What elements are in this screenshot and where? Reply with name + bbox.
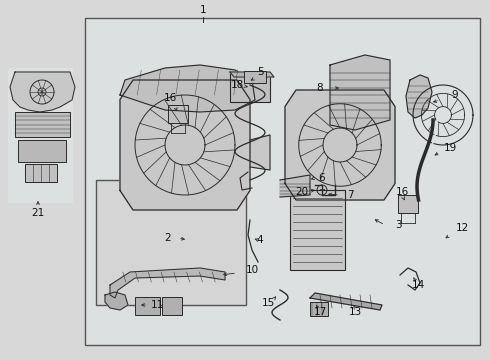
Text: 18: 18: [230, 80, 244, 90]
Bar: [244, 71, 266, 83]
Bar: [398, 195, 418, 213]
Text: 4: 4: [257, 235, 263, 245]
Bar: [310, 302, 328, 316]
Text: 13: 13: [348, 307, 362, 317]
Text: 19: 19: [443, 143, 457, 153]
Text: 15: 15: [261, 298, 274, 308]
Polygon shape: [310, 293, 382, 310]
Polygon shape: [330, 55, 390, 130]
Polygon shape: [105, 292, 128, 310]
Text: 3: 3: [394, 220, 401, 230]
Polygon shape: [250, 135, 270, 170]
Text: 17: 17: [314, 307, 327, 317]
Polygon shape: [120, 80, 250, 210]
Text: 6: 6: [318, 173, 325, 183]
Bar: [162, 297, 182, 315]
Polygon shape: [10, 72, 75, 112]
Text: 11: 11: [150, 300, 164, 310]
Bar: [15, 112, 70, 137]
Text: 10: 10: [245, 265, 259, 275]
Bar: [230, 72, 270, 102]
Text: 16: 16: [163, 93, 176, 103]
Bar: [168, 105, 188, 123]
Polygon shape: [230, 72, 274, 77]
Polygon shape: [285, 90, 395, 200]
Text: 16: 16: [395, 187, 409, 197]
Polygon shape: [120, 65, 255, 112]
Polygon shape: [406, 75, 432, 118]
Bar: [96, 180, 246, 305]
Text: 12: 12: [455, 223, 468, 233]
Text: 1: 1: [200, 5, 206, 15]
Polygon shape: [280, 175, 310, 197]
Bar: [8, 68, 73, 203]
Bar: [25, 164, 57, 182]
Bar: [85, 18, 480, 345]
Text: 20: 20: [295, 187, 309, 197]
Polygon shape: [110, 268, 225, 298]
Text: 9: 9: [452, 90, 458, 100]
Bar: [135, 297, 160, 315]
Text: 8: 8: [317, 83, 323, 93]
Text: 14: 14: [412, 280, 425, 290]
Bar: [290, 190, 345, 270]
Bar: [18, 140, 66, 162]
Text: 5: 5: [257, 67, 263, 77]
Text: +: +: [318, 185, 325, 194]
Text: 2: 2: [165, 233, 172, 243]
Text: 7: 7: [347, 190, 353, 200]
Text: 21: 21: [31, 208, 45, 218]
